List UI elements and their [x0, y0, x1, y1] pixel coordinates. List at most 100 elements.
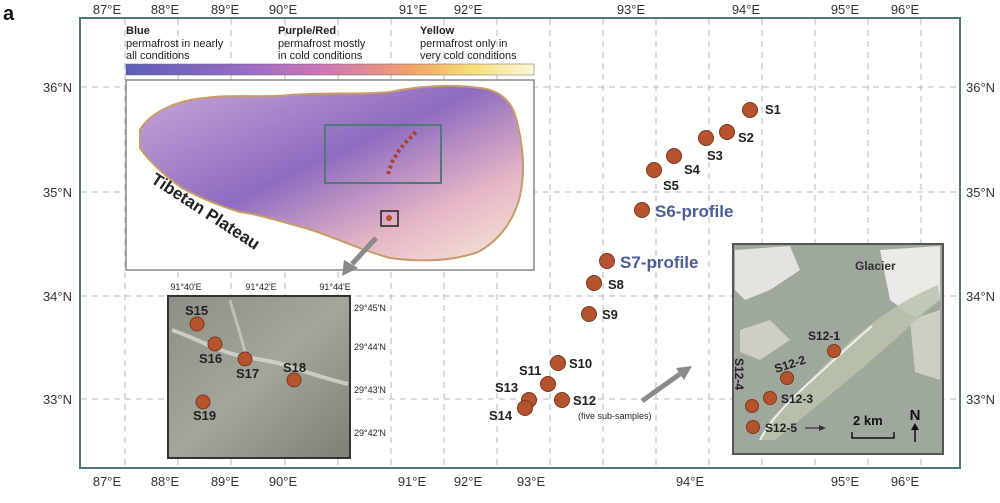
- site-label-s8: S8: [608, 277, 624, 292]
- valley-floor: [760, 285, 940, 440]
- site-label-s5: S5: [663, 178, 679, 193]
- site-marker-s4: [666, 148, 682, 164]
- s12-subsamples-note: (five sub-samples): [578, 411, 652, 421]
- legend-yellow-title: Yellow: [420, 25, 455, 37]
- zoom-arrow-right: [640, 371, 682, 404]
- site-label-s11: S11: [519, 363, 541, 378]
- scale-bar-label: 2 km: [853, 413, 883, 428]
- main-sites: [517, 102, 758, 416]
- legend-blue-text-1: permafrost in nearly: [126, 38, 224, 50]
- site-label-s15: S15: [185, 303, 208, 318]
- lat-tick: 35°N: [966, 185, 995, 200]
- s12-5-pointer-head: [819, 425, 826, 431]
- inset-lat-tick: 29°44'N: [354, 342, 386, 352]
- site-label-s18: S18: [283, 360, 306, 375]
- lon-tick: 88°E: [151, 2, 180, 17]
- lon-tick: 91°E: [399, 2, 428, 17]
- site-label-s12-4: S12-4: [732, 358, 746, 390]
- lat-tick: 34°N: [43, 289, 72, 304]
- lon-tick: 96°E: [891, 2, 920, 17]
- lon-tick: 90°E: [269, 2, 298, 17]
- lon-tick: 88°E: [151, 474, 180, 489]
- legend-blue-text-2: all conditions: [126, 50, 190, 62]
- site-marker-s2: [719, 124, 735, 140]
- lon-tick: 93°E: [617, 2, 646, 17]
- site-label-s10: S10: [569, 356, 592, 371]
- permafrost-legend: Blue permafrost in nearly all conditions…: [125, 25, 535, 76]
- panel-label: a: [3, 3, 15, 25]
- site-label-s12-1: S12-1: [808, 329, 840, 343]
- lon-tick: 94°E: [732, 2, 761, 17]
- site-marker-s12-1: [827, 344, 841, 358]
- site-marker-s17: [237, 351, 253, 367]
- site-marker-s5: [646, 162, 662, 178]
- plateau-outline: [139, 84, 524, 262]
- site-marker-s6: [634, 202, 650, 218]
- profile-label-s7: S7-profile: [620, 253, 698, 272]
- site-label-s16: S16: [199, 351, 222, 366]
- snow-patch: [735, 246, 800, 300]
- inset-lon-tick: 91°40'E: [170, 282, 201, 292]
- lon-tick: 95°E: [831, 474, 860, 489]
- inset-lat-tick: 29°42'N: [354, 428, 386, 438]
- lon-tick: 90°E: [269, 474, 298, 489]
- satellite-inset-left: 91°40'E 91°42'E 91°44'E 29°45'N 29°44'N …: [167, 282, 386, 459]
- site-marker-s3: [698, 130, 714, 146]
- lon-tick: 91°E: [398, 474, 427, 489]
- zoom-arrow-left: [350, 236, 378, 266]
- inset-right-sites: [745, 344, 841, 434]
- site-marker-s12-5: [746, 420, 760, 434]
- site-marker-s8: [586, 275, 602, 291]
- site-label-s12: S12: [573, 393, 596, 408]
- site-marker-s18: [286, 372, 302, 388]
- north-label: N: [910, 407, 921, 424]
- site-marker-s1: [742, 102, 758, 118]
- lat-ticks-right: 36°N 35°N 34°N 33°N: [966, 80, 995, 407]
- site-marker-s16: [207, 336, 223, 352]
- inset-lon-tick: 91°44'E: [319, 282, 350, 292]
- legend-yellow-text-1: permafrost only in: [420, 38, 507, 50]
- site-marker-s15: [189, 316, 205, 332]
- lon-tick: 89°E: [211, 2, 240, 17]
- inset-lon-tick: 91°42'E: [245, 282, 276, 292]
- site-label-s17: S17: [236, 366, 259, 381]
- site-label-s1: S1: [765, 102, 781, 117]
- river-valley: [171, 328, 349, 386]
- lat-ticks-left: 36°N 35°N 34°N 33°N: [43, 80, 72, 407]
- lon-tick: 87°E: [93, 2, 122, 17]
- lon-tick: 87°E: [93, 474, 122, 489]
- north-arrow-head: [911, 423, 919, 430]
- lon-tick: 92°E: [454, 2, 483, 17]
- lat-tick: 36°N: [43, 80, 72, 95]
- site-marker-s7: [599, 253, 615, 269]
- plateau-overview-inset: Tibetan Plateau: [125, 79, 535, 271]
- site-label-s2: S2: [738, 130, 754, 145]
- glacier-inset-right: Glacier S12-1 S12-2 S12-3 S12-4 S12-5 2 …: [732, 243, 944, 455]
- site-marker-s12-2: [780, 371, 794, 385]
- site-marker-s11: [540, 376, 556, 392]
- site-marker-s10: [550, 355, 566, 371]
- lat-tick: 33°N: [43, 392, 72, 407]
- lon-tick: 94°E: [676, 474, 705, 489]
- lon-tick: 96°E: [891, 474, 920, 489]
- site-marker-s12: [554, 392, 570, 408]
- lon-tick: 92°E: [454, 474, 483, 489]
- site-marker-s9: [581, 306, 597, 322]
- profile-trace: [386, 130, 418, 175]
- legend-blue-title: Blue: [126, 25, 150, 37]
- glacier-label: Glacier: [855, 259, 896, 273]
- site-marker-s14: [517, 400, 533, 416]
- lon-tick: 89°E: [211, 474, 240, 489]
- inset-left-sites: [189, 316, 302, 410]
- site-locator-box: [380, 210, 399, 227]
- site-marker-s19: [195, 394, 211, 410]
- site-label-s12-5: S12-5: [765, 421, 797, 435]
- lon-tick: 93°E: [517, 474, 546, 489]
- lon-ticks-top: 87°E 88°E 89°E 90°E 91°E 92°E 93°E 94°E …: [93, 2, 920, 17]
- profile-label-s6: S6-profile: [655, 202, 733, 221]
- site-label-s19: S19: [193, 408, 216, 423]
- legend-purple-text-2: in cold conditions: [278, 50, 363, 62]
- locator-dot: [386, 215, 392, 221]
- site-label-s4: S4: [684, 162, 701, 177]
- scale-bar: [851, 432, 895, 439]
